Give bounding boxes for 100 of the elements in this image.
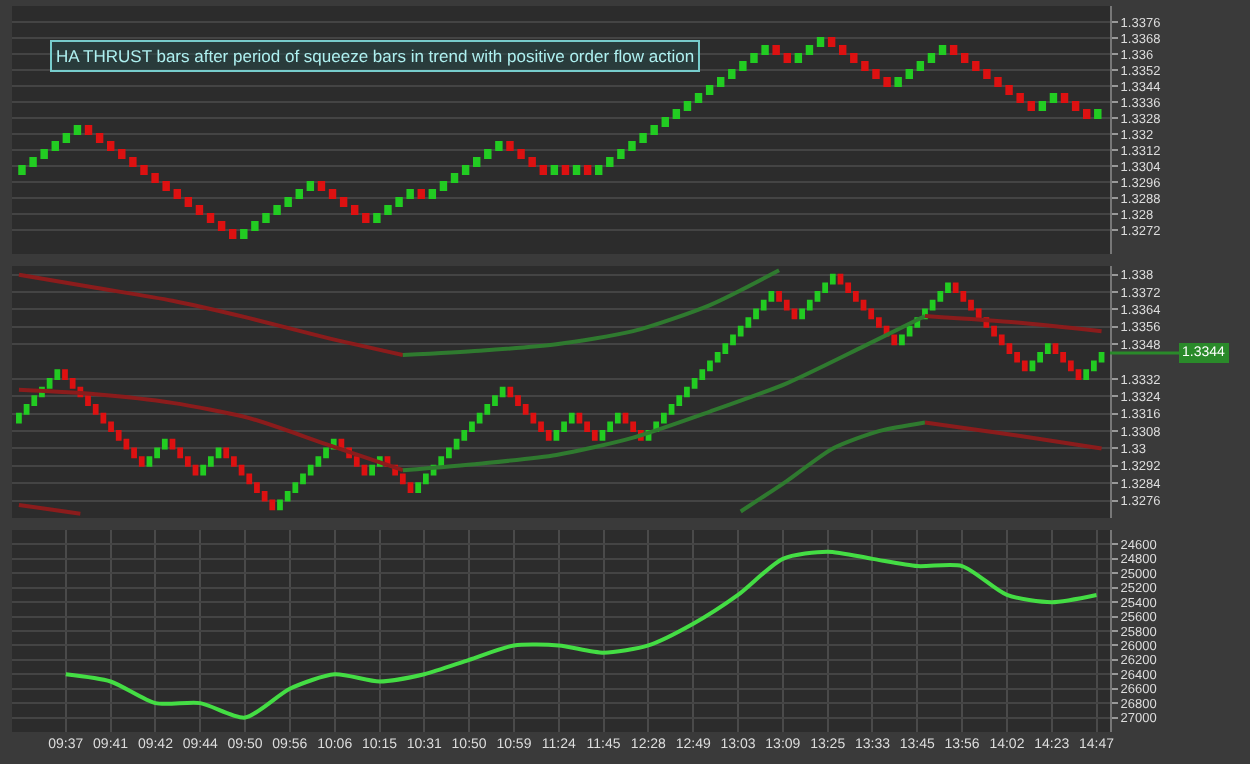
- candlestick: [1067, 360, 1074, 372]
- candlestick: [806, 299, 813, 311]
- candlestick: [422, 473, 429, 485]
- candlestick: [929, 299, 936, 311]
- candlestick: [927, 53, 936, 63]
- candlestick: [154, 447, 160, 459]
- line-series: [738, 420, 927, 514]
- candlestick: [16, 412, 22, 424]
- candlestick: [1083, 109, 1091, 119]
- candlestick: [998, 334, 1005, 346]
- candlestick: [737, 325, 744, 337]
- candlestick: [945, 282, 951, 294]
- candlestick: [899, 334, 905, 346]
- candlestick: [539, 165, 547, 175]
- candlestick: [195, 205, 204, 215]
- candlestick: [31, 395, 38, 407]
- candlestick: [200, 464, 207, 476]
- candlestick: [568, 412, 575, 424]
- candlestick: [717, 77, 725, 87]
- candlestick: [730, 334, 736, 346]
- candlestick: [530, 412, 537, 424]
- candlestick: [269, 499, 276, 511]
- candlestick: [461, 165, 470, 175]
- candlestick: [968, 299, 974, 311]
- candlestick: [683, 101, 692, 111]
- candlestick: [407, 482, 414, 493]
- line-series: [16, 272, 405, 358]
- candlestick: [361, 464, 368, 476]
- candlestick: [323, 447, 329, 459]
- candlestick: [369, 464, 375, 476]
- candlestick: [783, 53, 791, 63]
- candlestick: [362, 213, 370, 223]
- candlestick: [439, 181, 448, 191]
- candlestick: [446, 447, 452, 459]
- candlestick: [694, 93, 703, 103]
- candlestick: [215, 447, 222, 459]
- candlestick: [905, 69, 913, 79]
- candlestick: [415, 482, 422, 493]
- line-series: [400, 313, 927, 473]
- candlestick: [794, 53, 803, 63]
- candlestick: [261, 490, 268, 502]
- candlestick: [768, 291, 775, 302]
- candlestick: [238, 464, 245, 476]
- candlestick: [760, 299, 767, 311]
- candlestick: [714, 351, 721, 363]
- candlestick: [705, 85, 714, 95]
- candlestick: [469, 421, 475, 433]
- candlestick: [1094, 109, 1102, 119]
- candlestick: [1071, 101, 1080, 111]
- candlestick: [317, 181, 326, 191]
- candlestick: [1083, 369, 1090, 380]
- candlestick: [192, 464, 199, 476]
- annotation: HA THRUST bars after period of squeeze bars in trend with positive order flow action: [56, 46, 695, 66]
- candlestick: [351, 205, 359, 215]
- candlestick: [845, 282, 852, 294]
- candlestick: [399, 473, 406, 485]
- candlestick: [583, 165, 592, 175]
- candlestick: [223, 447, 230, 459]
- candlestick: [51, 141, 59, 151]
- candlestick: [339, 197, 348, 207]
- candlestick: [991, 325, 997, 337]
- candlestick: [284, 490, 291, 502]
- candlestick: [229, 229, 237, 239]
- candlestick: [816, 37, 825, 47]
- candlestick: [217, 221, 226, 231]
- candlestick: [783, 299, 790, 311]
- candlestick: [799, 308, 805, 320]
- candlestick: [177, 447, 184, 459]
- candlestick: [753, 308, 759, 320]
- candlestick: [661, 412, 667, 424]
- candlestick: [684, 386, 690, 398]
- candlestick: [1049, 93, 1058, 103]
- candlestick: [822, 282, 829, 294]
- candlestick: [707, 360, 713, 372]
- candlestick: [46, 377, 53, 389]
- candlestick: [952, 282, 959, 294]
- candlestick: [1060, 93, 1069, 103]
- candlestick: [95, 133, 104, 143]
- candlestick: [131, 447, 137, 459]
- candlestick: [417, 189, 425, 199]
- candlestick: [691, 377, 698, 389]
- candlestick: [538, 421, 544, 433]
- candlestick: [561, 421, 567, 433]
- candlestick: [428, 189, 437, 199]
- line-series: [16, 387, 405, 473]
- candlestick: [916, 61, 925, 71]
- candlestick: [492, 395, 498, 407]
- candlestick: [295, 189, 303, 199]
- candlestick: [1075, 369, 1082, 380]
- candlestick: [1060, 351, 1067, 363]
- candlestick: [550, 165, 559, 175]
- candlestick: [476, 412, 483, 424]
- candlestick: [805, 45, 814, 55]
- candlestick: [206, 213, 215, 223]
- candlestick: [173, 189, 181, 199]
- candlestick: [1098, 351, 1105, 363]
- candlestick: [584, 421, 590, 433]
- candlestick: [1091, 360, 1097, 372]
- candlestick: [307, 464, 314, 476]
- candlestick: [676, 395, 683, 407]
